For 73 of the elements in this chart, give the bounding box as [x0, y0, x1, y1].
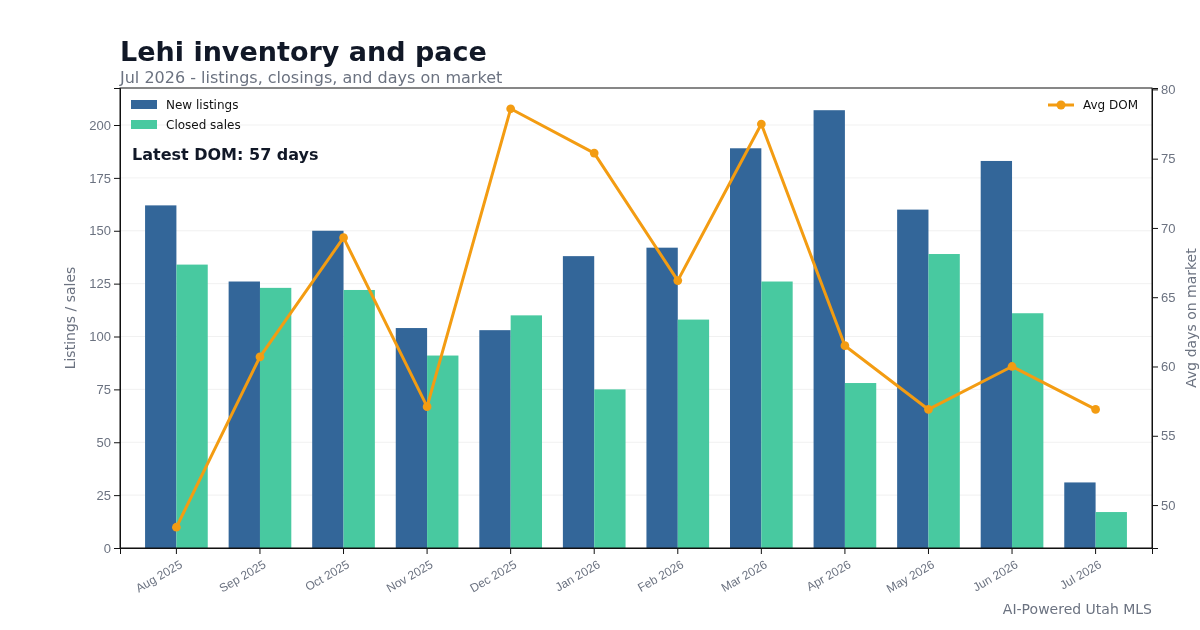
x-tick-label: Apr 2026: [804, 557, 854, 594]
point: [673, 276, 683, 285]
point: [506, 104, 516, 114]
y-tick-label: 200: [89, 117, 111, 133]
bar: [928, 254, 960, 548]
x-tick-label: Mar 2026: [718, 557, 770, 595]
bar: [1095, 512, 1127, 548]
bar: [395, 328, 428, 548]
y2-tick-label: 55: [1161, 428, 1176, 444]
bar: [980, 160, 1013, 548]
y-tick-label: 100: [89, 329, 111, 345]
y-axis-title: Listings / sales: [62, 266, 78, 370]
chart-title: Lehi inventory and pace: [120, 36, 487, 67]
y2-axis-title: Avg days on market: [1183, 247, 1199, 388]
point: [756, 119, 766, 129]
point: [840, 341, 850, 351]
bar: [510, 315, 542, 548]
bar: [761, 281, 793, 548]
bar: [228, 281, 260, 548]
point: [1091, 405, 1100, 414]
bar: [343, 289, 375, 548]
bar: [259, 287, 292, 548]
y-tick-label: 25: [96, 487, 111, 503]
point: [255, 352, 265, 362]
y-tick-label: 0: [103, 540, 111, 556]
y2-tick-label: 70: [1161, 220, 1176, 236]
point: [924, 405, 933, 414]
legend-label: Avg DOM: [1083, 98, 1139, 112]
x-tick-label: Nov 2025: [383, 557, 436, 596]
y-tick-label: 175: [89, 170, 111, 186]
bar: [646, 247, 678, 548]
y2-tick-label: 60: [1161, 359, 1176, 375]
bar: [730, 148, 762, 548]
bar: [1012, 313, 1044, 548]
x-tick-label: Dec 2025: [467, 557, 520, 596]
bar: [562, 256, 595, 548]
point: [339, 233, 348, 242]
y2-tick-label: 75: [1161, 151, 1176, 167]
x-tick-label: Jun 2026: [970, 557, 1021, 595]
text: AI-Powered Utah MLS: [1002, 601, 1153, 617]
bar: [145, 205, 177, 548]
bar: [312, 230, 344, 548]
legend-label: New listings: [166, 98, 239, 112]
bar: [844, 383, 877, 548]
x-tick-label: Aug 2025: [133, 557, 185, 596]
bar: [594, 389, 626, 548]
chart-subtitle: Jul 2026 - listings, closings, and days on market: [119, 68, 503, 87]
bar: [897, 209, 929, 548]
point: [172, 522, 181, 532]
annotation: Latest DOM: 57 days: [132, 145, 319, 164]
y-tick-label: 125: [89, 276, 111, 292]
bar: [677, 319, 710, 548]
y-tick-label: 75: [96, 382, 111, 398]
x-tick-label: Jan 2026: [552, 557, 603, 595]
legend-label: Closed sales: [166, 118, 241, 132]
x-tick-label: Jul 2026: [1057, 557, 1105, 593]
y-tick-label: 50: [96, 434, 111, 450]
y-tick-label: 150: [89, 223, 111, 239]
point: [422, 402, 432, 412]
x-tick-label: Oct 2025: [302, 557, 353, 594]
point: [589, 148, 599, 158]
bar: [479, 330, 511, 548]
bar: [1064, 482, 1096, 548]
x-tick-label: Feb 2026: [635, 557, 687, 595]
point: [1007, 362, 1017, 371]
y2-tick-label: 65: [1161, 289, 1176, 305]
y2-tick-label: 80: [1161, 82, 1176, 98]
x-tick-label: May 2026: [884, 557, 938, 596]
bar: [176, 264, 208, 548]
bar: [813, 110, 845, 548]
bar: [427, 355, 459, 548]
y2-tick-label: 50: [1161, 497, 1176, 513]
x-tick-label: Sep 2025: [216, 557, 269, 596]
